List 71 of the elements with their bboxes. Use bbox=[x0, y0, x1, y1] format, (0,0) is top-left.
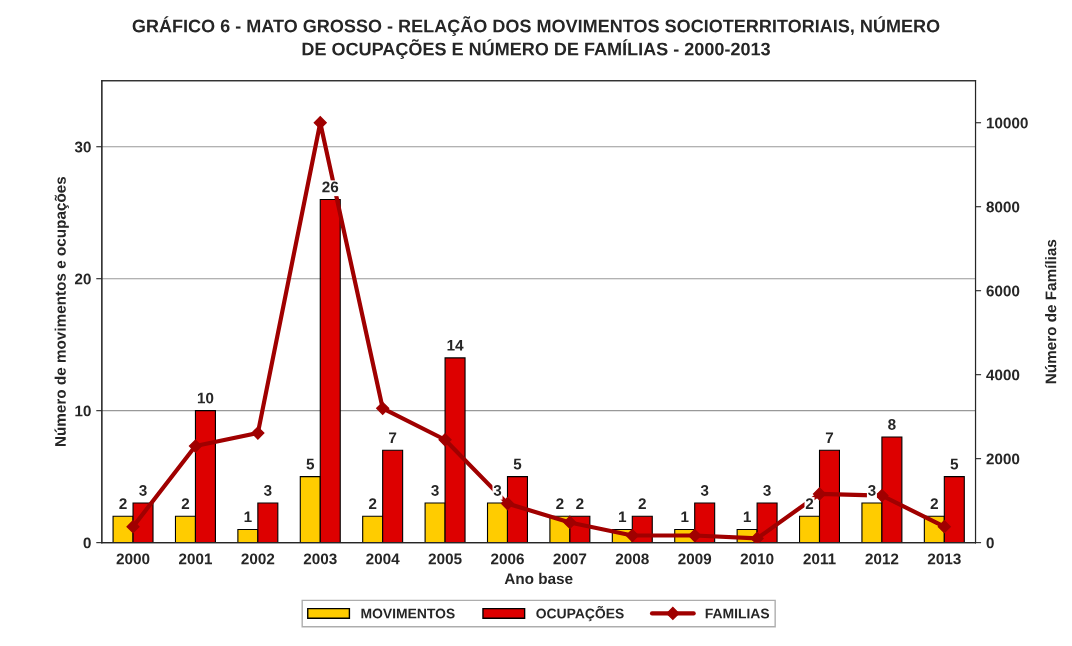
data-label: 5 bbox=[950, 458, 959, 470]
point bbox=[376, 401, 390, 415]
x-tick-label: 2003 bbox=[303, 553, 337, 565]
x-tick-label: 2005 bbox=[428, 553, 462, 565]
data-label: 2 bbox=[576, 498, 584, 509]
data-label: 3 bbox=[868, 485, 876, 496]
y2-tick-label: 4000 bbox=[986, 369, 1020, 381]
data-label: 26 bbox=[322, 181, 339, 193]
x-tick-label: 2013 bbox=[927, 553, 961, 565]
legend-label: MOVIMENTOS bbox=[361, 608, 455, 619]
x-tick-label: 2010 bbox=[740, 553, 774, 565]
data-label: 2 bbox=[119, 498, 127, 509]
y-tick-label: 30 bbox=[74, 141, 91, 153]
y2-tick-label: 0 bbox=[986, 537, 994, 549]
data-label: 2 bbox=[181, 498, 190, 509]
point bbox=[126, 520, 140, 534]
chart-title: GRÁFICO 6 - MATO GROSSO - RELAÇÃO DOS MOVIMENTOS SOCIOTERRITORIAIS, NÚMERO DE OCUPAÇÕES E NÚMERO DE FAMÍLIAS - 2000-2013 bbox=[132, 16, 940, 59]
data-label: 3 bbox=[263, 485, 272, 496]
data-label: 2 bbox=[638, 498, 646, 509]
data-label: 5 bbox=[513, 458, 522, 470]
y2-tick-label: 6000 bbox=[986, 285, 1020, 297]
data-label: 1 bbox=[681, 511, 689, 523]
data-label: 14 bbox=[447, 340, 464, 351]
data-label: 7 bbox=[825, 432, 834, 443]
data-label: 3 bbox=[763, 485, 771, 496]
y-tick-label: 10 bbox=[75, 405, 91, 417]
point bbox=[937, 520, 951, 534]
data-label: 2 bbox=[805, 498, 814, 509]
x-tick-label: 2012 bbox=[865, 553, 899, 565]
data-label: 1 bbox=[244, 511, 252, 523]
x-tick-label: 2000 bbox=[116, 553, 150, 565]
legend-label: OCUPAÇÕES bbox=[536, 605, 624, 622]
x-tick-label: 2011 bbox=[803, 553, 836, 565]
x-tick-label: 2001 bbox=[178, 553, 213, 565]
point bbox=[875, 489, 889, 503]
point bbox=[563, 515, 577, 530]
data-label: 8 bbox=[888, 419, 896, 430]
data-label: 3 bbox=[700, 485, 709, 496]
point bbox=[500, 497, 515, 511]
point bbox=[251, 426, 265, 440]
data-label: 1 bbox=[743, 511, 751, 523]
y-tick-label: 0 bbox=[83, 537, 91, 549]
x-tick-label: 2008 bbox=[615, 553, 649, 565]
x-tick-label: 2006 bbox=[491, 553, 524, 565]
x-tick-label: 2004 bbox=[366, 553, 400, 565]
data-label: 5 bbox=[306, 458, 315, 470]
data-label: 2 bbox=[930, 498, 938, 509]
data-label: 3 bbox=[431, 485, 439, 496]
data-label: 10 bbox=[197, 392, 214, 404]
point bbox=[625, 528, 639, 543]
point bbox=[688, 528, 702, 543]
y2-axis-title: Número de Famílias bbox=[1044, 239, 1057, 384]
legend-label: FAMILIAS bbox=[705, 608, 770, 619]
data-label: 3 bbox=[493, 485, 502, 496]
x-tick-label: 2009 bbox=[678, 553, 712, 565]
y-axis-title: Número de movimentos e ocupações bbox=[54, 176, 69, 447]
data-label: 2 bbox=[556, 498, 564, 509]
point bbox=[750, 531, 764, 543]
point bbox=[188, 439, 203, 453]
data-label: 3 bbox=[139, 485, 147, 496]
x-axis-title: Ano base bbox=[504, 572, 573, 585]
y2-tick-label: 8000 bbox=[986, 201, 1020, 213]
x-tick-label: 2007 bbox=[553, 553, 587, 565]
data-label: 1 bbox=[619, 511, 627, 523]
y-tick-label: 20 bbox=[74, 273, 91, 285]
data-label: 7 bbox=[389, 432, 397, 443]
y2-tick-label: 10000 bbox=[986, 117, 1028, 129]
point bbox=[438, 433, 452, 447]
x-tick-label: 2002 bbox=[241, 553, 275, 565]
data-label: 2 bbox=[368, 498, 377, 509]
y2-tick-label: 2000 bbox=[986, 453, 1020, 465]
